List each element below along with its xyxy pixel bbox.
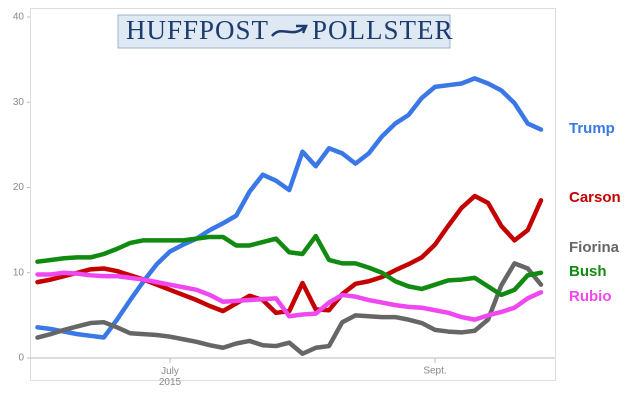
x-tick-label: Sept. <box>423 366 446 377</box>
legend-label: Rubio <box>569 288 612 305</box>
series-line <box>35 76 544 340</box>
series-line <box>35 233 544 298</box>
legend-label: Trump <box>569 120 615 137</box>
legend-label: Carson <box>569 189 621 206</box>
logo-left: HUFFPOST <box>126 15 269 45</box>
legend-label: Fiorina <box>569 239 620 256</box>
plot-frame <box>30 8 556 381</box>
x-tick-label: July 2015 <box>159 366 182 388</box>
series-line <box>35 193 544 316</box>
logo-right: POLLSTER <box>312 15 454 45</box>
y-tick-label: 10 <box>13 267 25 278</box>
legend-label: Bush <box>569 263 607 280</box>
logo-box <box>117 14 451 49</box>
y-tick-label: 0 <box>18 353 24 364</box>
y-tick-label: 20 <box>13 182 25 193</box>
logo-mark <box>271 24 308 37</box>
y-tick-label: 40 <box>13 12 25 23</box>
series-line <box>35 261 544 356</box>
series-line <box>35 270 544 322</box>
y-tick-label: 30 <box>13 97 25 108</box>
